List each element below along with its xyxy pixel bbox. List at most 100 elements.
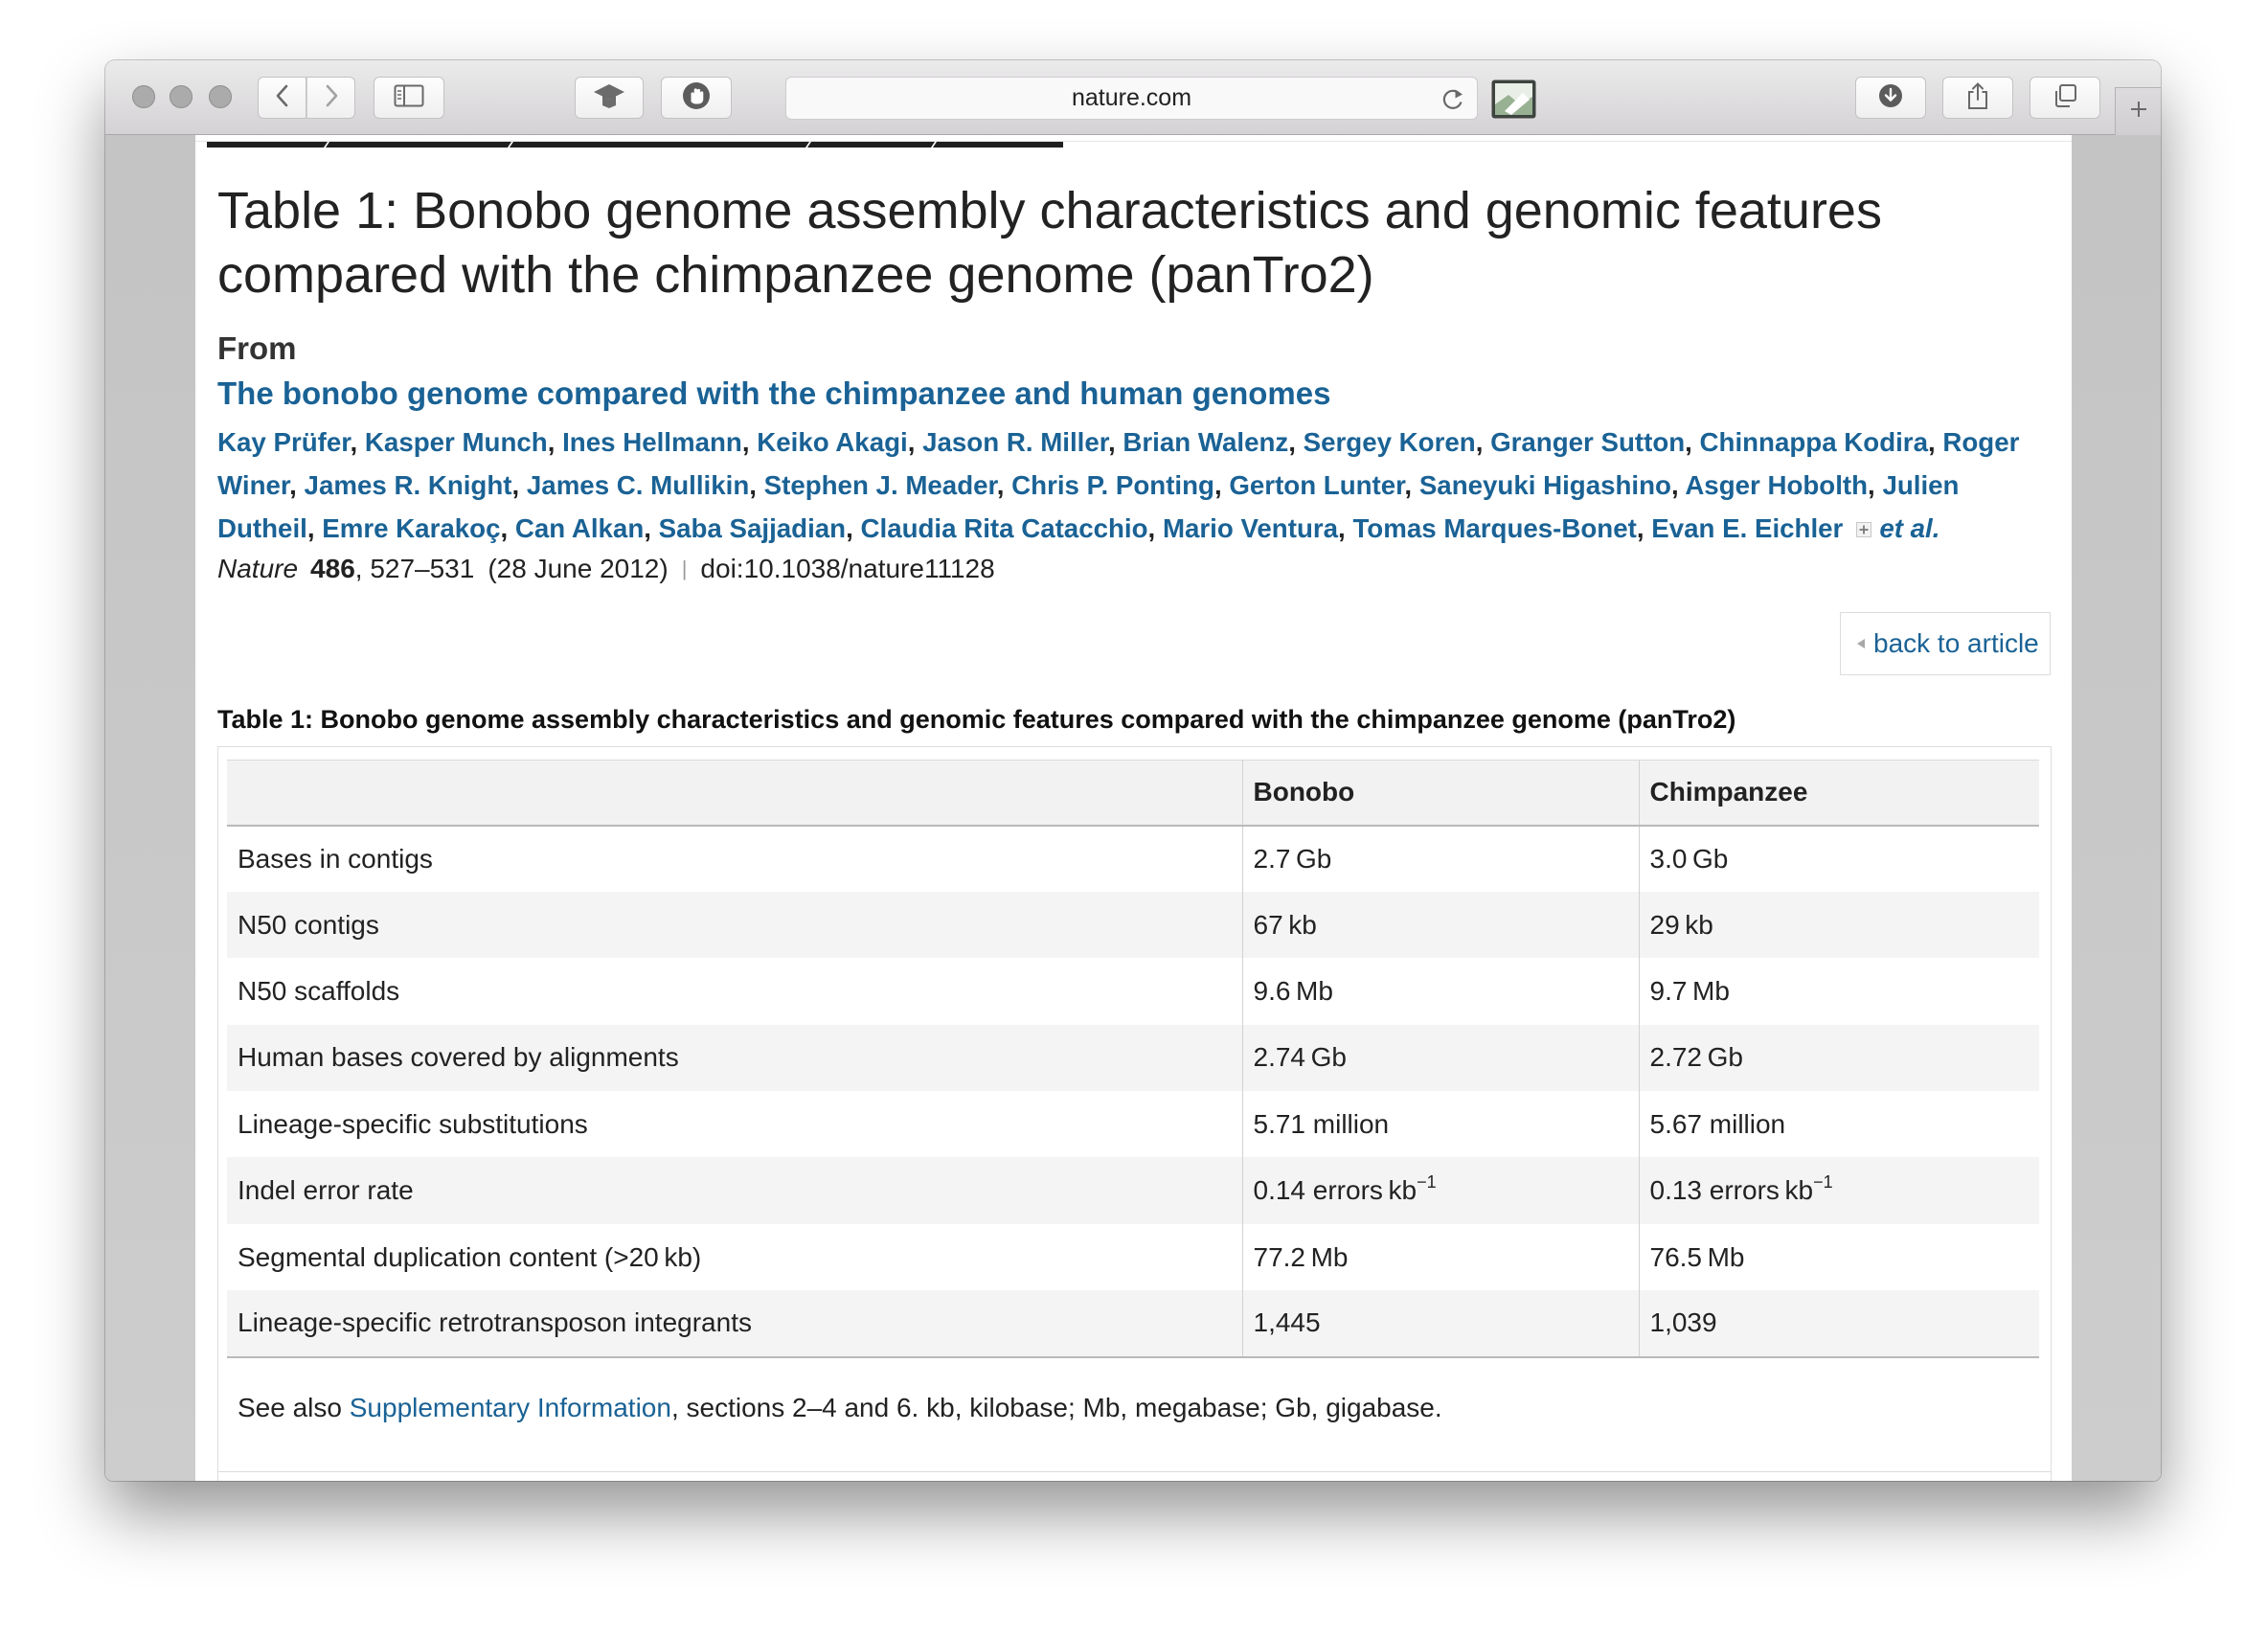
author-link[interactable]: Kay Prüfer — [217, 427, 351, 457]
author-link[interactable]: Tomas Marques-Bonet — [1352, 513, 1637, 543]
table-caption: Table 1: Bonobo genome assembly characte… — [217, 705, 1736, 734]
author-link[interactable]: Claudia Rita Catacchio — [860, 513, 1148, 543]
address-bar[interactable]: nature.com — [785, 77, 1478, 120]
author-link[interactable]: Julien Dutheil — [217, 470, 1960, 543]
doi: doi:10.1038/nature11128 — [700, 554, 995, 583]
journal-volume: 486 — [310, 554, 355, 583]
author-link[interactable]: Sergey Koren — [1303, 427, 1476, 457]
author-link[interactable]: James C. Mullikin — [526, 470, 750, 500]
publication-date: (28 June 2012) — [488, 554, 669, 583]
author-link[interactable]: Chinnappa Kodira — [1699, 427, 1928, 457]
row-label: N50 scaffolds — [238, 975, 400, 1006]
author-link[interactable]: Chris P. Ponting — [1011, 470, 1214, 500]
journal-name: Nature — [217, 554, 299, 583]
share-icon — [1965, 81, 1990, 115]
chimpanzee-value: 5.67 million — [1638, 1091, 2039, 1158]
author-link[interactable]: Jason R. Miller — [922, 427, 1108, 457]
author-link[interactable]: Can Alkan — [514, 513, 645, 543]
page-range: , 527–531 — [354, 554, 475, 583]
header-feature — [227, 760, 1242, 827]
tab-overview-button[interactable] — [2030, 77, 2100, 119]
plus-icon — [2129, 100, 2148, 124]
author-separator: , — [1636, 513, 1644, 543]
table-row: Indel error rate 0.14 errors kb−1 0.13 e… — [227, 1157, 2039, 1224]
web-page: Table 1: Bonobo genome assembly characte… — [195, 135, 2072, 1481]
author-separator: , — [1475, 427, 1484, 457]
footnote-suffix: , sections 2–4 and 6. kb, kilobase; Mb, … — [670, 1393, 1442, 1422]
author-separator: , — [1685, 427, 1692, 457]
minimize-dot-icon[interactable] — [170, 85, 193, 108]
browser-toolbar: nature.com — [105, 60, 2161, 135]
author-separator: , — [996, 470, 1005, 500]
hand-icon — [682, 81, 711, 115]
author-link[interactable]: Roger Winer — [217, 427, 2020, 500]
author-link[interactable]: Brian Walenz — [1123, 427, 1289, 457]
table-row: Segmental duplication content (>20 kb) 7… — [227, 1223, 2039, 1291]
tabs-overview-icon — [2053, 83, 2077, 113]
sidebar-icon — [394, 84, 424, 112]
back-button[interactable] — [258, 77, 306, 119]
author-separator: , — [1927, 427, 1936, 457]
author-link[interactable]: Asger Hobolth — [1685, 470, 1869, 500]
author-separator: , — [289, 470, 297, 500]
page-title: Table 1: Bonobo genome assembly characte… — [217, 182, 1882, 304]
author-separator: , — [1404, 470, 1413, 500]
data-table: Bonobo Chimpanzee Bases in contigs 2.7 G… — [227, 760, 2039, 1358]
row-label: Lineage-specific substitutions — [238, 1108, 588, 1139]
blocker-extension-button[interactable] — [661, 77, 732, 119]
author-separator: , — [644, 513, 651, 543]
author-link[interactable]: Keiko Akagi — [757, 427, 908, 457]
supplementary-information-link[interactable]: Supplementary Information — [349, 1393, 671, 1422]
table-row: Lineage-specific substitutions 5.71 mill… — [227, 1091, 2039, 1158]
picture-badge-icon[interactable] — [1491, 80, 1536, 119]
header-chimpanzee: Chimpanzee — [1638, 760, 2039, 827]
chimpanzee-value: 2.72 Gb — [1638, 1024, 2039, 1092]
article-title-link[interactable]: The bonobo genome compared with the chim… — [217, 375, 1331, 411]
mortarboard-icon — [593, 81, 625, 115]
author-separator: , — [749, 470, 757, 500]
bonobo-value: 2.7 Gb — [1241, 825, 1639, 892]
row-label: Lineage-specific retrotransposon integra… — [227, 1290, 1242, 1358]
author-link[interactable]: Evan E. Eichler — [1651, 513, 1844, 543]
author-link[interactable]: Kasper Munch — [364, 427, 548, 457]
from-label: From — [217, 330, 297, 366]
bonobo-value: 0.14 errors kb−1 — [1241, 1157, 1639, 1224]
table-header-row: Bonobo Chimpanzee — [227, 760, 2039, 827]
zoom-dot-icon[interactable] — [209, 85, 232, 108]
table-row: N50 scaffolds 9.6 Mb 9.7 Mb — [227, 958, 2039, 1025]
section-divider — [218, 1471, 2051, 1472]
new-tab-button[interactable] — [2115, 87, 2161, 135]
close-dot-icon[interactable] — [132, 85, 155, 108]
author-link[interactable]: Mario Ventura — [1162, 513, 1339, 543]
author-link[interactable]: Stephen J. Meader — [763, 470, 997, 500]
chevron-right-icon — [324, 83, 339, 113]
author-link[interactable]: Ines Hellmann — [562, 427, 742, 457]
bonobo-value: 67 kb — [1241, 891, 1639, 959]
reload-icon[interactable] — [1441, 86, 1464, 111]
back-to-article-button[interactable]: back to article — [1840, 612, 2051, 675]
table-row: Human bases covered by alignments 2.74 G… — [227, 1024, 2039, 1092]
row-label: Segmental duplication content (>20 kb) — [238, 1241, 702, 1272]
expand-authors-icon[interactable] — [1856, 507, 1872, 537]
et-al-link[interactable]: et al. — [1879, 513, 1940, 543]
author-link[interactable]: Gerton Lunter — [1229, 470, 1405, 500]
bonobo-value-exponent: −1 — [1417, 1172, 1437, 1193]
table-row: Lineage-specific retrotransposon integra… — [227, 1290, 2039, 1358]
address-url[interactable]: nature.com — [1071, 84, 1192, 111]
author-link[interactable]: Granger Sutton — [1490, 427, 1686, 457]
author-link[interactable]: Saba Sajjadian — [658, 513, 847, 543]
row-label: Bases in contigs — [238, 843, 433, 874]
sidebar-button[interactable] — [374, 77, 444, 119]
author-link[interactable]: Emre Karakoç — [322, 513, 501, 543]
row-label: Human bases covered by alignments — [238, 1042, 679, 1073]
author-link[interactable]: Saneyuki Higashino — [1418, 470, 1671, 500]
downloads-button[interactable] — [1855, 77, 1926, 119]
author-separator: , — [500, 513, 509, 543]
author-link[interactable]: James R. Knight — [304, 470, 512, 500]
share-button[interactable] — [1942, 77, 2013, 119]
extension-button[interactable] — [575, 77, 644, 119]
forward-button[interactable] — [306, 77, 355, 119]
bonobo-value: 5.71 million — [1241, 1091, 1639, 1158]
author-list: Kay Prüfer, Kasper Munch, Ines Hellmann,… — [217, 420, 2058, 550]
author-separator: , — [1338, 513, 1346, 543]
